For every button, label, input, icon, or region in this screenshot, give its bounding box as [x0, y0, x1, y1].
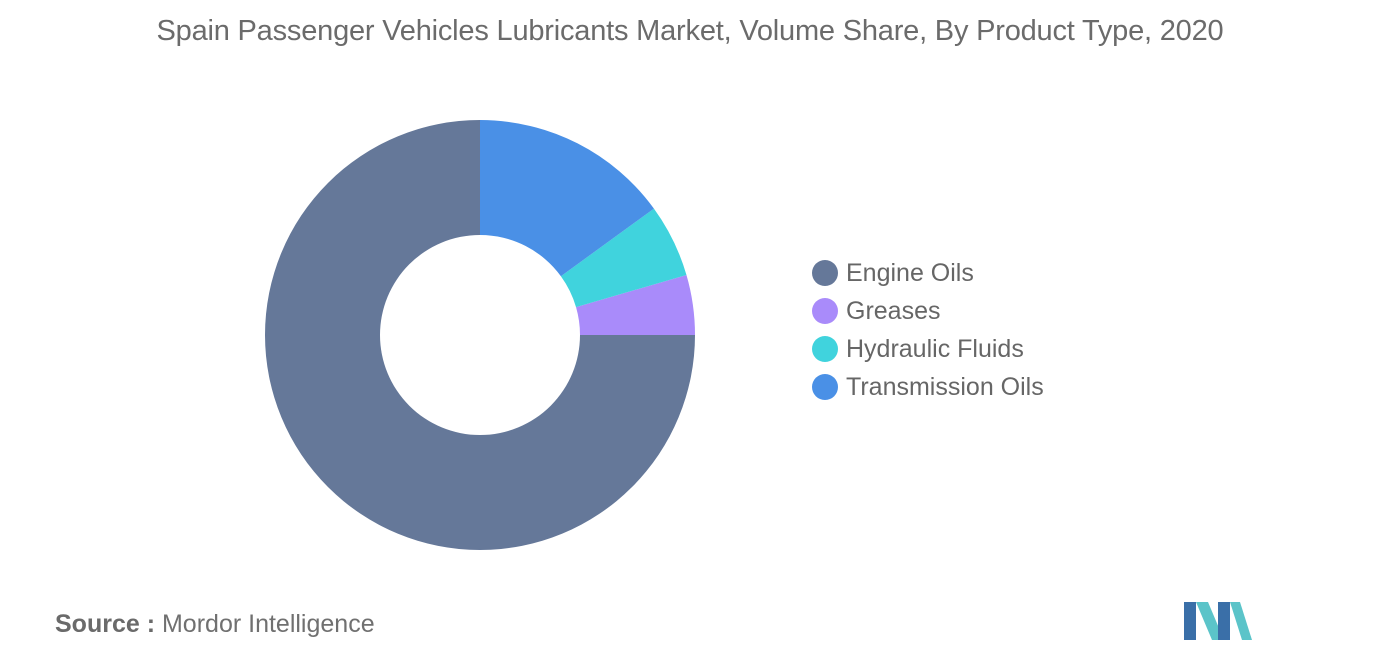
- donut-slice-hydraulic-fluids[interactable]: [560, 208, 687, 308]
- source-key: Source :: [55, 610, 156, 638]
- legend-item-transmission-oils[interactable]: Transmission Oils: [812, 368, 1044, 406]
- legend-label: Greases: [846, 296, 941, 325]
- legend-marker-icon: [812, 298, 838, 324]
- legend-label: Hydraulic Fluids: [846, 334, 1024, 363]
- legend-marker-icon: [812, 260, 838, 286]
- donut-chart: [265, 120, 695, 550]
- legend-marker-icon: [812, 336, 838, 362]
- source-value: Mordor Intelligence: [161, 610, 375, 638]
- donut-slice-greases[interactable]: [576, 275, 695, 335]
- source-note: Source : Mordor Intelligence: [55, 610, 375, 639]
- donut-slice-engine-oils[interactable]: [265, 120, 695, 550]
- mordor-intelligence-logo-icon: [1184, 602, 1252, 640]
- legend-item-engine-oils[interactable]: Engine Oils: [812, 254, 1044, 292]
- legend-item-hydraulic-fluids[interactable]: Hydraulic Fluids: [812, 330, 1044, 368]
- chart-legend: Engine Oils Greases Hydraulic Fluids Tra…: [812, 254, 1044, 406]
- donut-slices: [265, 120, 695, 550]
- legend-label: Transmission Oils: [846, 372, 1044, 401]
- donut-slice-transmission-oils[interactable]: [480, 120, 654, 277]
- legend-label: Engine Oils: [846, 258, 974, 287]
- legend-item-greases[interactable]: Greases: [812, 292, 1044, 330]
- chart-title: Spain Passenger Vehicles Lubricants Mark…: [156, 15, 1224, 47]
- legend-marker-icon: [812, 374, 838, 400]
